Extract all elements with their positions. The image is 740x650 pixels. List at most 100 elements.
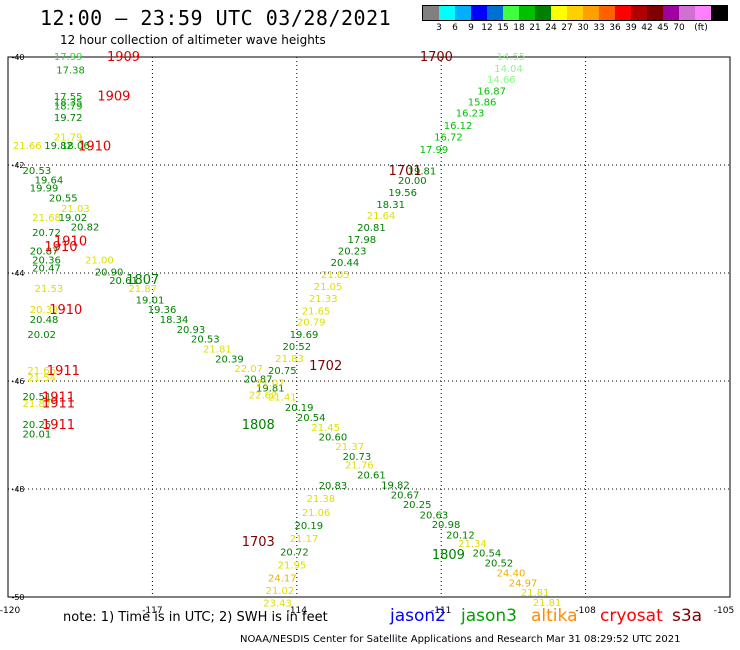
wave-height-label: 21.65 (302, 306, 331, 317)
color-scale-label: 24 (545, 23, 557, 33)
color-scale-swatch (519, 6, 535, 20)
pass-time-label: 1911 (42, 391, 75, 406)
color-scale-swatch (583, 6, 599, 20)
color-scale-label: 12 (481, 23, 493, 33)
wave-height-label: 20.73 (343, 452, 372, 463)
wave-height-label: 23.43 (263, 598, 292, 609)
wave-height-label: 19.99 (30, 184, 59, 195)
wave-height-label: 20.93 (177, 325, 206, 336)
y-tick-label: -46 (11, 377, 24, 386)
wave-height-label: 18.79 (54, 102, 83, 113)
color-scale-swatch (599, 6, 615, 20)
color-scale-label: 27 (561, 23, 573, 33)
wave-height-label: 21.03 (61, 204, 90, 215)
wave-height-label: 17.55 (54, 92, 83, 103)
wave-height-label: 19.81 (408, 166, 437, 177)
color-scale-swatch (471, 6, 487, 20)
wave-height-label: 24.97 (509, 578, 538, 589)
wave-height-label: 20.23 (338, 246, 367, 257)
wave-height-label: 17.99 (54, 52, 83, 63)
wave-height-label: 19.36 (148, 305, 177, 316)
wave-height-label: 19.82 (44, 141, 73, 152)
wave-height-label: 21.76 (345, 461, 374, 472)
wave-height-label: 21.02 (266, 586, 295, 597)
chart-title: 12:00 – 23:59 UTC 03/28/2021 (40, 6, 392, 30)
color-scale-label: 3 (436, 23, 442, 33)
color-scale: 3 6 9 12 15 18 21 24 27 30 33 36 39 42 45 70 (ft) (422, 5, 728, 35)
color-scale-swatch (423, 6, 439, 20)
plot-frame (7, 56, 731, 598)
x-tick-label: -105 (714, 606, 734, 616)
pass-time-label: 1809 (432, 548, 465, 563)
color-scale-swatch (711, 6, 727, 20)
wave-height-label: 20.54 (297, 413, 326, 424)
wave-height-label: 20.19 (285, 403, 314, 414)
wave-height-label: 20.52 (485, 558, 514, 569)
wave-height-label: 21.45 (311, 423, 340, 434)
wave-height-label: 20.53 (23, 166, 52, 177)
pass-time-label: 1700 (420, 50, 453, 65)
wave-height-label: 20.53 (191, 334, 220, 345)
color-scale-swatch (567, 6, 583, 20)
wave-height-label: 20.12 (446, 530, 475, 541)
wave-height-label: 22.62 (249, 391, 278, 402)
color-scale-swatch (535, 6, 551, 20)
legend-entry-s3a: s3a (672, 606, 703, 626)
wave-height-label: 15.86 (468, 97, 497, 108)
color-scale-label: 18 (513, 23, 525, 33)
chart-subtitle: 12 hour collection of altimeter wave hei… (60, 33, 326, 47)
color-scale-swatch (487, 6, 503, 20)
pass-time-label: 1911 (42, 418, 75, 433)
wave-height-label: 20.83 (319, 481, 348, 492)
wave-height-label: 19.01 (136, 295, 165, 306)
x-tick-label: -114 (287, 606, 308, 616)
wave-height-label: 21.81 (533, 598, 562, 609)
pass-time-label: 1911 (47, 364, 80, 379)
legend-entry-jason2: jason2 (390, 606, 446, 626)
color-scale-label: 15 (497, 23, 509, 33)
wave-height-label: 20.44 (331, 258, 360, 269)
wave-height-label: 16.23 (456, 109, 485, 120)
wave-height-label: 21.53 (35, 284, 64, 295)
credit-line: NOAA/NESDIS Center for Satellite Applica… (240, 634, 681, 645)
wave-height-label: 20.36 (32, 256, 61, 267)
wave-height-label: 14.55 (497, 52, 526, 63)
wave-height-label: 17.98 (347, 235, 376, 246)
pass-time-label: 1909 (107, 50, 140, 65)
x-tick-label: -117 (142, 606, 162, 616)
color-scale-swatch (631, 6, 647, 20)
x-tick-label: -108 (575, 606, 596, 616)
pass-time-label: 1808 (242, 418, 275, 433)
wave-height-label: 21.83 (275, 354, 304, 365)
wave-height-label: 21.33 (309, 294, 338, 305)
color-scale-swatch (615, 6, 631, 20)
color-scale-label: 33 (593, 23, 605, 33)
color-scale-swatch (663, 6, 679, 20)
wave-height-label: 21.87 (23, 399, 52, 410)
wave-height-label: 21.06 (302, 508, 331, 519)
wave-height-label: 20.54 (473, 549, 502, 560)
wave-height-label: 21.17 (290, 534, 319, 545)
wave-height-label: 21.37 (335, 442, 364, 453)
wave-height-label: 21.68 (32, 213, 61, 224)
wave-height-label: 20.87 (244, 374, 273, 385)
wave-height-label: 21.66 (13, 141, 42, 152)
y-tick-label: -42 (11, 161, 24, 170)
x-tick-label: -120 (0, 606, 20, 616)
wave-height-label: 20.72 (32, 228, 61, 239)
wave-height-label: 21.38 (307, 494, 336, 505)
legend-entry-altika: altika (531, 606, 578, 626)
wave-height-label: 18.31 (376, 200, 405, 211)
wave-height-label: 16.72 (434, 132, 463, 143)
wave-height-label: 19.02 (59, 213, 88, 224)
color-scale-labels: 3 6 9 12 15 18 21 24 27 30 33 36 39 42 45 70 (ft) (422, 21, 728, 35)
wave-height-label: 20.25 (23, 420, 52, 431)
y-tick-label: -40 (11, 53, 24, 62)
wave-height-label: 21.05 (314, 282, 343, 293)
wave-height-label: 20.79 (297, 318, 326, 329)
wave-height-label: 20.67 (391, 490, 420, 501)
wave-height-label: 19.81 (256, 383, 285, 394)
wave-height-label: 24.40 (497, 569, 526, 580)
color-scale-swatch (679, 6, 695, 20)
color-scale-label: 42 (641, 23, 653, 33)
